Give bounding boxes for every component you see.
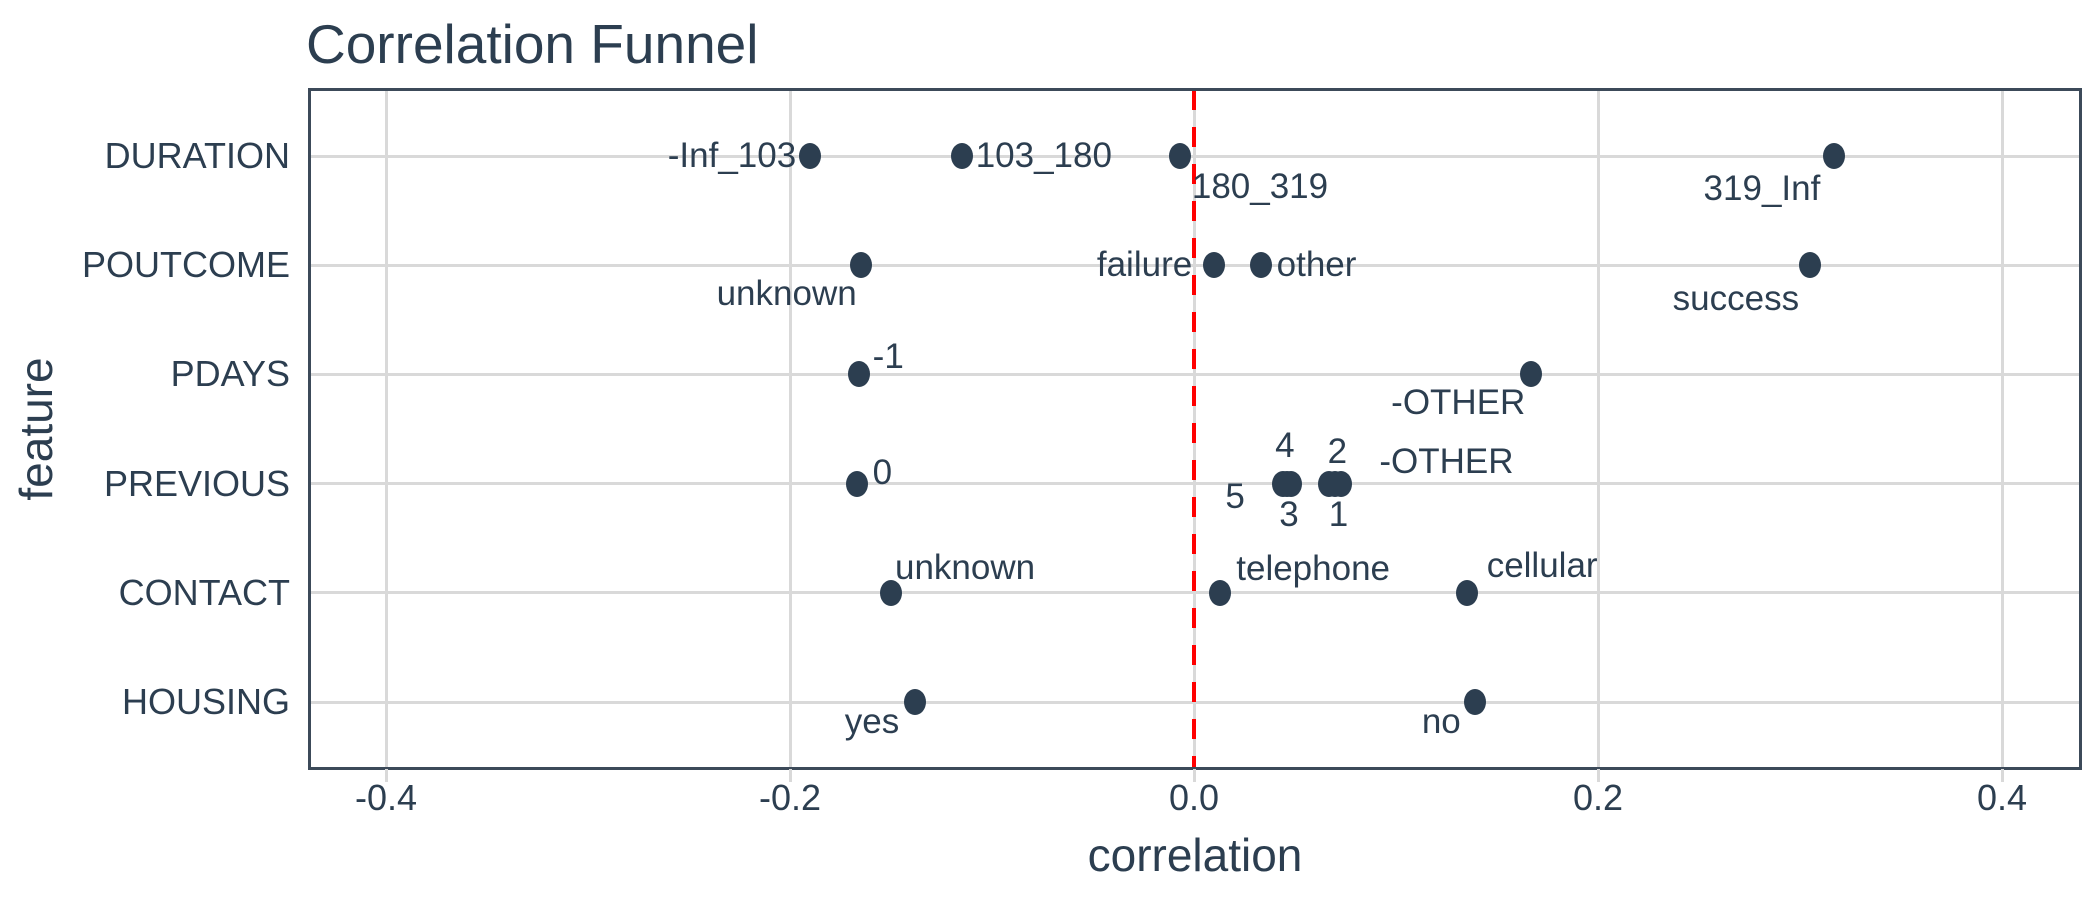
data-point (847, 361, 870, 388)
point-label: -Inf_103 (667, 136, 797, 175)
point-label: 319_Inf (1703, 169, 1821, 208)
point-label: yes (844, 702, 900, 741)
x-axis-tick-label: 0.2 (1572, 777, 1624, 818)
data-point (1209, 579, 1232, 606)
data-point (799, 143, 822, 169)
x-axis-tick-label: 0.0 (1168, 777, 1220, 818)
point-label: 5 (1225, 476, 1245, 516)
data-point (1324, 470, 1347, 497)
point-label: 2 (1327, 431, 1348, 471)
data-point (1799, 252, 1822, 279)
x-axis-tick-label: -0.4 (354, 777, 418, 818)
data-point (950, 143, 973, 169)
point-label: 0 (872, 452, 893, 492)
point-label: 3 (1279, 494, 1299, 534)
v-gridline (1596, 90, 1600, 768)
x-axis-tick (2000, 769, 2004, 782)
point-label: failure (1096, 245, 1193, 285)
point-label: telephone (1236, 548, 1391, 588)
chart-title: Correlation Funnel (306, 13, 759, 75)
zero-reference-line (1192, 90, 1196, 768)
data-point (849, 252, 872, 279)
data-point (1823, 143, 1846, 169)
v-gridline (788, 90, 792, 768)
data-point (904, 689, 927, 715)
point-label: unknown (895, 547, 1036, 587)
point-label: unknown (716, 274, 857, 314)
point-label: no (1421, 702, 1461, 741)
data-point (1279, 470, 1302, 497)
v-gridline (384, 90, 388, 768)
point-label: 4 (1275, 425, 1295, 465)
point-label: 1 (1328, 494, 1349, 534)
x-axis-tick-label: 0.4 (1976, 777, 2028, 818)
point-label: -OTHER (1391, 383, 1526, 423)
point-label: 180_319 (1191, 167, 1329, 206)
point-label: -OTHER (1379, 441, 1514, 481)
point-label: 103_180 (975, 136, 1112, 175)
x-axis-title: correlation (1087, 829, 1303, 881)
data-point (1168, 143, 1191, 169)
x-axis-tick (1596, 769, 1600, 782)
x-axis-tick (384, 769, 388, 782)
x-axis-tick-label: -0.2 (758, 777, 822, 818)
y-axis-category-label: CONTACT (118, 571, 290, 613)
point-label: -1 (872, 337, 904, 377)
y-axis-title: feature (10, 357, 62, 501)
y-axis-category-label: PDAYS (170, 353, 290, 395)
y-axis-category-label: HOUSING (121, 681, 290, 722)
point-label: success (1672, 279, 1800, 319)
y-axis-category-label: DURATION (104, 135, 290, 176)
data-point (1520, 361, 1543, 388)
point-label: cellular (1486, 545, 1598, 585)
data-point (1203, 252, 1226, 279)
x-axis-tick (788, 769, 792, 782)
y-axis-category-label: POUTCOME (81, 244, 290, 286)
x-axis-tick (1192, 769, 1196, 782)
point-label: other (1276, 245, 1357, 285)
data-point (1455, 579, 1478, 606)
v-gridline (2000, 90, 2004, 768)
y-axis-category-label: PREVIOUS (103, 462, 290, 504)
data-point (1249, 252, 1272, 279)
data-point (845, 470, 868, 497)
data-point (880, 579, 902, 606)
data-point (1463, 689, 1486, 715)
